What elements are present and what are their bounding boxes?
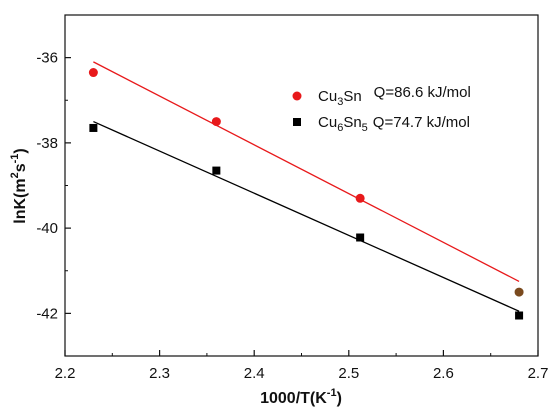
x-axis-ticks: 2.2 2.3 2.4 2.5 2.6 2.7	[55, 350, 549, 382]
legend-marker-cu6sn5	[293, 118, 301, 126]
data-points	[88, 68, 524, 320]
y-tick-label: -36	[36, 50, 58, 67]
x-axis-title: 1000/T(K-1)	[260, 387, 342, 407]
x-tick-label: 2.6	[433, 365, 454, 382]
data-point-cu6sn5	[212, 166, 221, 175]
data-point-cu3sn	[355, 193, 365, 203]
legend-label-cu6sn5: Cu6Sn5 Q=74.7 kJ/mol	[318, 114, 470, 134]
y-tick-label: -38	[36, 135, 58, 152]
y-axis-ticks: -36 -38 -40 -42	[36, 14, 71, 357]
data-point-cu3sn	[211, 117, 221, 127]
y-tick-label: -42	[36, 305, 58, 322]
data-point-cu6sn5	[89, 123, 98, 132]
legend-marker-cu3sn	[292, 91, 302, 101]
data-point-cu3sn	[514, 287, 524, 297]
x-tick-label: 2.4	[244, 365, 265, 382]
legend: Cu3Sn Q=86.6 kJ/mol Cu6Sn5 Q=74.7 kJ/mol	[292, 84, 471, 134]
y-tick-label: -40	[36, 220, 58, 237]
fit-line-cu6sn5	[93, 120, 520, 312]
data-point-cu6sn5	[515, 311, 524, 320]
x-tick-label: 2.5	[338, 365, 359, 382]
legend-label-cu3sn: Cu3Sn Q=86.6 kJ/mol	[318, 84, 471, 108]
x-tick-label: 2.2	[55, 365, 76, 382]
x-tick-label: 2.7	[528, 365, 549, 382]
plot-frame	[64, 14, 539, 357]
data-point-cu6sn5	[356, 233, 365, 242]
fit-line-cu3sn	[93, 61, 520, 282]
data-point-cu3sn	[88, 68, 98, 78]
fit-lines	[93, 61, 520, 312]
x-tick-label: 2.3	[149, 365, 170, 382]
y-axis-title: lnK(m2s-1)	[9, 148, 29, 223]
